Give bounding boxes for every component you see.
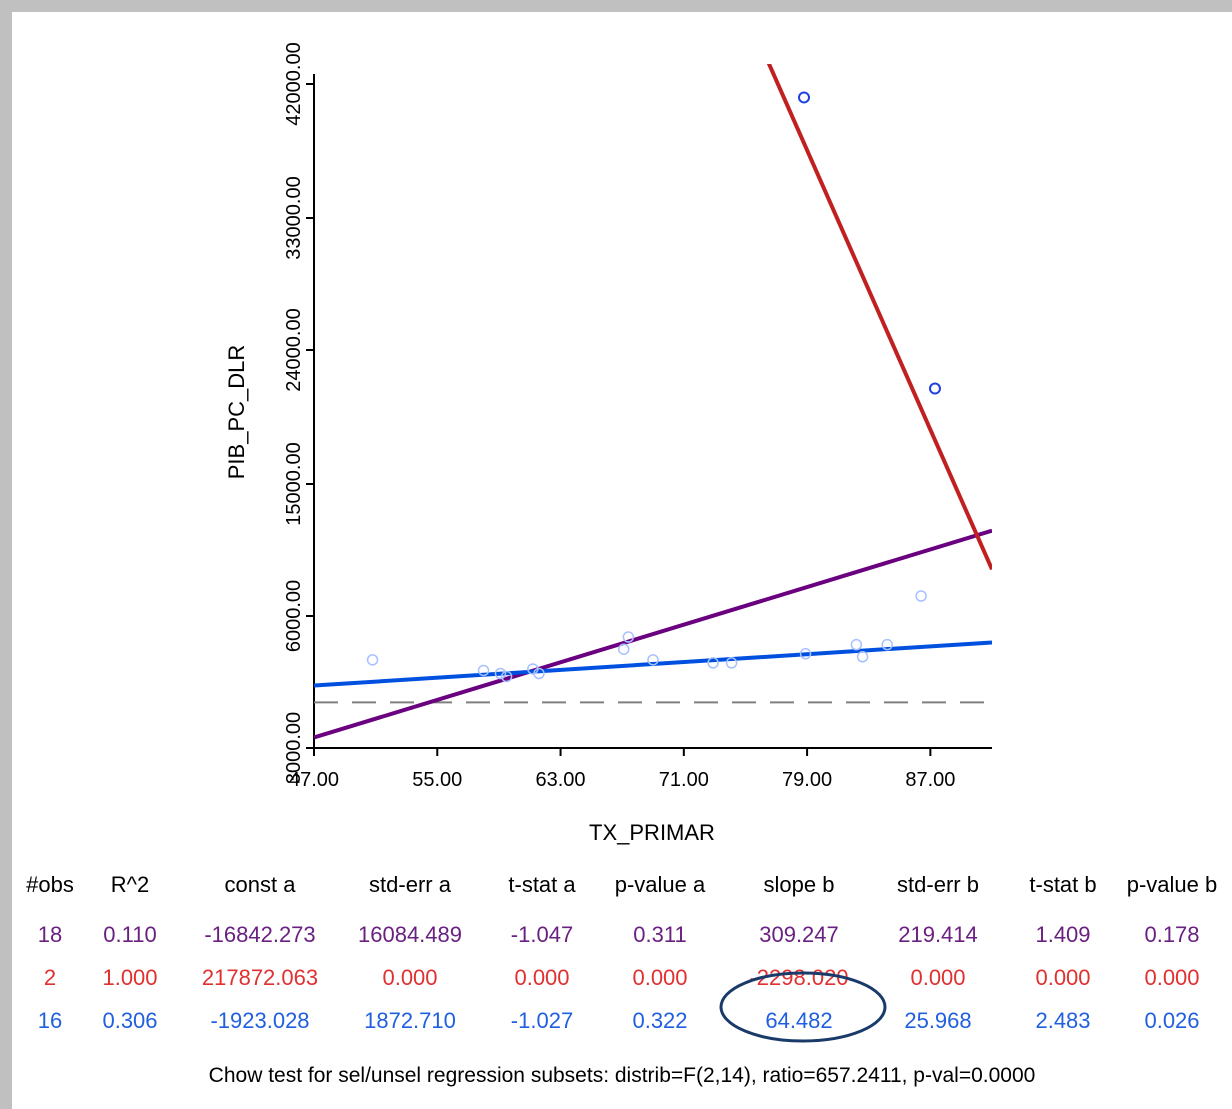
x-tick-label: 55.00 xyxy=(412,769,462,791)
y-tick-label: 15000.00 xyxy=(283,442,305,525)
table-cell: 25.968 xyxy=(904,1008,971,1033)
x-tick-label: 63.00 xyxy=(536,769,586,791)
unselected-point xyxy=(477,664,490,677)
y-tick-label: 33000.00 xyxy=(283,176,305,259)
regression-line-all xyxy=(314,528,992,740)
table-cell: -16842.273 xyxy=(204,922,315,947)
y-tick-labels: 3000.00 6000.00 15000.00 24000.00 33000.00 42… xyxy=(283,42,314,784)
selected-point xyxy=(798,91,811,104)
x-tick-label: 47.00 xyxy=(289,769,339,791)
regression-lines xyxy=(314,64,992,740)
table-cell: -1923.028 xyxy=(210,1008,309,1033)
selected-point xyxy=(928,382,941,395)
x-tick-labels: 47.00 55.00 63.00 71.00 79.00 87.00 xyxy=(289,748,955,791)
unselected-point xyxy=(533,667,545,680)
table-cell: 64.482 xyxy=(765,1008,832,1033)
unselected-point xyxy=(881,638,893,651)
y-tick-label: 6000.00 xyxy=(283,580,305,652)
regression-table: #obs R^2 const a std-err a t-stat a p-value a… xyxy=(26,872,1217,1033)
table-cell: 2.483 xyxy=(1035,1008,1090,1033)
unselected-point xyxy=(647,654,659,666)
unselected-point xyxy=(915,590,927,602)
regression-line-unselected xyxy=(314,640,992,688)
table-cell: 0.000 xyxy=(910,965,965,990)
x-tick-label: 87.00 xyxy=(905,769,955,791)
y-tick-label: 24000.00 xyxy=(283,308,305,391)
regression-line-selected xyxy=(766,64,992,571)
unselected-point xyxy=(725,657,738,669)
table-header: #obs xyxy=(26,872,74,897)
highlight-ellipse xyxy=(719,971,887,1043)
table-cell: 0.322 xyxy=(632,1008,687,1033)
y-axis-title: PIB_PC_DLR xyxy=(224,345,249,480)
table-cell: -1.027 xyxy=(511,1008,573,1033)
data-points xyxy=(366,91,941,683)
unselected-point xyxy=(799,648,812,660)
x-tick-label: 79.00 xyxy=(782,769,832,791)
table-cell: 0.026 xyxy=(1144,1008,1199,1033)
table-header: t-stat a xyxy=(508,872,576,897)
table-header: R^2 xyxy=(111,872,149,897)
unselected-point xyxy=(622,631,635,643)
table-cell: 0.000 xyxy=(1035,965,1090,990)
table-header: std-err b xyxy=(897,872,979,897)
table-header: p-value a xyxy=(615,872,706,897)
table-cell: 0.000 xyxy=(1144,965,1199,990)
table-cell: 16084.489 xyxy=(358,922,462,947)
unselected-point xyxy=(856,651,869,663)
table-cell: 0.178 xyxy=(1144,922,1199,947)
table-cell: 1.409 xyxy=(1035,922,1090,947)
table-cell: 0.000 xyxy=(514,965,569,990)
table-cell: 0.000 xyxy=(382,965,437,990)
table-header: slope b xyxy=(764,872,835,897)
x-axis-title: TX_PRIMAR xyxy=(589,820,715,845)
table-cell: 16 xyxy=(38,1008,62,1033)
table-cell: 1.000 xyxy=(102,965,157,990)
unselected-point xyxy=(850,638,863,651)
table-cell: 217872.063 xyxy=(202,965,318,990)
table-header: const a xyxy=(225,872,297,897)
table-cell: -1.047 xyxy=(511,922,573,947)
x-tick-label: 71.00 xyxy=(659,769,709,791)
y-tick-label: 3000.00 xyxy=(283,712,305,784)
scatter-plot: 47.00 55.00 63.00 71.00 79.00 87.00 3000.00 60… xyxy=(26,42,1217,1087)
unselected-point xyxy=(494,667,507,680)
table-header: p-value b xyxy=(1127,872,1218,897)
table-cell: 0.306 xyxy=(102,1008,157,1033)
y-tick-label: 42000.00 xyxy=(283,42,305,125)
table-cell: 0.311 xyxy=(633,922,686,947)
unselected-point xyxy=(617,643,630,655)
unselected-point xyxy=(707,657,719,669)
table-cell: 0.000 xyxy=(632,965,687,990)
table-cell: 219.414 xyxy=(898,922,978,947)
chow-test-text: Chow test for sel/unsel regression subse… xyxy=(209,1064,1036,1087)
table-cell: 309.247 xyxy=(759,922,839,947)
unselected-point xyxy=(500,670,513,683)
regression-panel: 47.00 55.00 63.00 71.00 79.00 87.00 3000.00 60… xyxy=(12,12,1232,1109)
table-cell: 0.110 xyxy=(103,922,156,947)
plot-axes xyxy=(313,74,992,749)
table-cell: 2 xyxy=(44,965,56,990)
table-header: std-err a xyxy=(369,872,452,897)
unselected-point xyxy=(366,654,379,666)
table-header: t-stat b xyxy=(1029,872,1096,897)
table-cell: 18 xyxy=(38,922,62,947)
table-cell: 1872.710 xyxy=(364,1008,456,1033)
